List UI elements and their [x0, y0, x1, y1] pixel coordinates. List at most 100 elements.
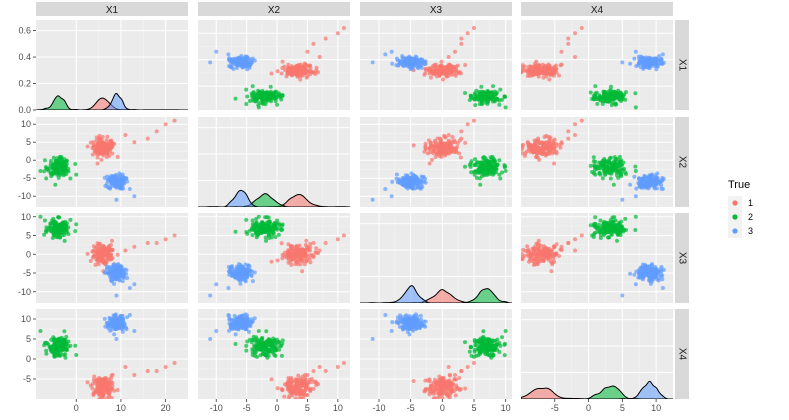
point-X1-X2-g2-118	[279, 97, 284, 102]
point-X1-X2-g2-129	[250, 95, 255, 100]
point-X2-X1-g1-150	[132, 140, 137, 145]
point-X4-X2-g2-135	[254, 335, 259, 340]
point-X1-X2-g2-110	[251, 91, 256, 96]
point-X3-X1-g2-141	[56, 225, 61, 230]
point-X2-X1-g1-80	[91, 143, 96, 148]
strip-top-label-X1: X1	[106, 5, 119, 16]
point-X3-X4-g1-128	[535, 261, 540, 266]
point-X4-X2-g2-139	[255, 343, 260, 348]
point-X3-X1-g3-143	[111, 262, 116, 267]
point-X1-X2-g3-147	[248, 62, 253, 67]
point-X4-X1-g2-130	[63, 355, 68, 360]
point-X2-X1-g2-72	[44, 176, 49, 181]
point-X3-X2-g3-134	[243, 279, 248, 284]
point-X3-X1-g3-119	[120, 279, 125, 284]
point-X3-X1-g1-154	[123, 248, 128, 253]
point-X3-X2-g1-154	[317, 248, 322, 253]
point-X3-X1-g1-143	[109, 247, 114, 252]
point-X1-X4-g2-143	[619, 93, 624, 98]
point-X2-X4-g2-152	[593, 172, 598, 177]
point-X4-X1-g2-112	[52, 353, 57, 358]
point-X1-X4-g2-142	[604, 90, 609, 95]
point-X2-X3-g2-100	[487, 159, 492, 164]
point-X1-X4-g2-150	[613, 102, 618, 107]
point-X4-X2-g3-29	[233, 332, 238, 337]
point-X2-X4-g2-128	[597, 166, 602, 171]
point-X3-X4-g1-127	[552, 253, 557, 258]
point-X3-X4-g2-71	[598, 235, 603, 240]
point-X2-X4-g3-147	[649, 174, 654, 179]
point-X3-X1-g1-155	[154, 241, 159, 245]
point-X4-X1-g3-149	[114, 325, 119, 330]
point-X3-X1-g3-120	[117, 278, 122, 283]
point-X1-X3-g3-152	[383, 52, 388, 57]
point-X2-X1-g2-138	[59, 170, 64, 175]
point-X3-X2-g1-24	[280, 256, 285, 261]
point-X1-X3-g3-149	[415, 60, 420, 65]
strip-top-X1	[36, 2, 188, 16]
point-X1-X2-g3-150	[208, 60, 213, 65]
point-X2-X4-g3-148	[648, 178, 653, 183]
point-X3-X4-g1-124	[541, 244, 546, 249]
point-X3-X4-g2-148	[616, 232, 621, 237]
point-X3-X2-g2-118	[279, 228, 284, 233]
point-X1-X2-g1-142	[292, 70, 297, 75]
point-X2-X1-g1-92	[95, 155, 100, 160]
point-X3-X4-g1-155	[566, 241, 571, 245]
point-X1-X2-g2-95	[280, 92, 285, 97]
point-X2-X1-g2-149	[45, 166, 50, 171]
point-X1-X2-g3-146	[235, 60, 240, 65]
point-X2-X4-g3-144	[658, 180, 663, 185]
point-X4-X1-g2-139	[54, 343, 59, 348]
point-X2-X1-g3-148	[110, 178, 115, 183]
point-X1-X2-g2-142	[264, 90, 269, 95]
point-X3-X1-g3-140	[118, 273, 123, 278]
point-X2-X3-g2-135	[500, 170, 505, 175]
point-X2-X3-g2-132	[502, 163, 507, 168]
point-X2-X1-g1-147	[100, 150, 105, 155]
point-X2-X1-g1-9	[99, 157, 104, 162]
point-X2-X3-g1-135	[436, 151, 441, 156]
point-X3-X4-g1-140	[540, 252, 545, 257]
point-X4-X2-g2-148	[256, 339, 261, 344]
point-X3-X1-g2-152	[74, 222, 79, 227]
point-X1-X4-g1-142	[516, 71, 520, 75]
point-X1-X4-g1-137	[542, 71, 547, 76]
point-X3-X1-g2-129	[55, 233, 60, 238]
point-X1-X2-g2-72	[244, 101, 249, 106]
point-X1-X3-g2-132	[502, 94, 507, 99]
point-X3-X2-g3-144	[237, 267, 242, 272]
point-X3-X4-g2-147	[604, 221, 609, 226]
point-X3-X2-g2-143	[274, 227, 279, 232]
point-X3-X4-g3-147	[649, 268, 654, 273]
point-X2-X4-g2-111	[611, 182, 616, 187]
point-X1-X3-g1-131	[427, 71, 432, 76]
point-X3-X4-g3-126	[661, 267, 666, 272]
point-X1-X4-g1-111	[536, 63, 541, 67]
point-X2-X4-g1-98	[534, 154, 539, 159]
point-X3-X4-g3-148	[648, 274, 653, 279]
point-X1-X2-g3-149	[228, 60, 233, 65]
point-X3-X4-g1-111	[536, 238, 541, 243]
point-X4-X1-g1-138	[97, 390, 102, 395]
point-X1-X3-g3-139	[406, 60, 411, 65]
point-X2-X4-g2-115	[593, 165, 598, 170]
point-X4-X1-g2-57	[64, 334, 69, 339]
point-X3-X4-g1-118	[554, 242, 559, 247]
point-X3-X2-g1-128	[293, 261, 298, 266]
point-X2-X4-g1-153	[579, 118, 584, 123]
point-X2-X1-g2-151	[38, 169, 43, 173]
point-X2-X3-g1-98	[439, 154, 444, 159]
point-X3-X2-g2-149	[260, 228, 265, 233]
point-X1-X4-g3-151	[633, 49, 638, 54]
point-X3-X4-g2-107	[597, 227, 602, 232]
point-X3-X1-g1-150	[132, 244, 137, 249]
point-X4-X1-g1-136	[108, 382, 113, 387]
point-X2-X3-g3-41	[390, 179, 395, 184]
point-X2-X1-g1-130	[110, 141, 115, 146]
point-X4-X1-g2-144	[61, 342, 66, 347]
point-X4-X1-g1-152	[163, 365, 168, 369]
point-X1-X2-g3-148	[240, 62, 245, 67]
point-X2-X3-g3-92	[405, 186, 410, 191]
point-X1-X2-g2-144	[260, 91, 265, 96]
